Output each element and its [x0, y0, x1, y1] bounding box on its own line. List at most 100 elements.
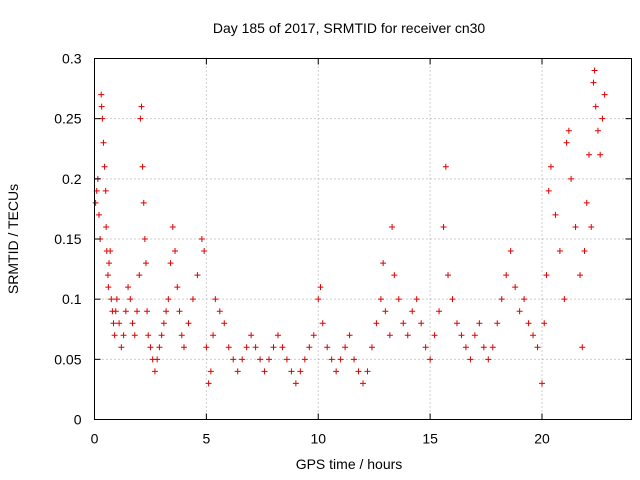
data-point	[516, 308, 523, 315]
data-point	[391, 272, 398, 279]
data-point	[101, 163, 108, 170]
data-point	[189, 296, 196, 303]
data-point	[498, 296, 505, 303]
data-point	[125, 284, 132, 291]
data-point	[266, 356, 273, 363]
data-point	[139, 163, 146, 170]
data-point	[203, 344, 210, 351]
x-tick-labels: 0 5 10 15 20	[91, 431, 550, 447]
data-point	[178, 332, 185, 339]
data-point	[373, 320, 380, 327]
y-tick-label: 0.25	[54, 111, 81, 127]
data-point	[169, 223, 176, 230]
data-point	[310, 332, 317, 339]
data-point	[539, 380, 545, 387]
data-point	[100, 139, 107, 146]
data-point	[541, 320, 548, 327]
data-point	[288, 368, 295, 375]
data-point	[449, 296, 456, 303]
data-point	[389, 223, 396, 230]
data-point	[485, 356, 492, 363]
x-tick-label: 0	[91, 431, 99, 447]
data-point	[512, 284, 519, 291]
data-point	[471, 332, 478, 339]
data-point	[581, 248, 588, 255]
data-point	[103, 223, 110, 230]
data-point	[579, 344, 586, 351]
data-point	[601, 91, 608, 98]
data-point	[494, 320, 501, 327]
data-point	[324, 344, 331, 351]
y-tick-label: 0.3	[62, 51, 82, 67]
data-point	[368, 344, 375, 351]
data-point	[507, 248, 514, 255]
data-point	[92, 199, 99, 206]
data-point	[476, 320, 483, 327]
data-point	[306, 344, 313, 351]
data-point	[364, 368, 371, 375]
data-point	[458, 332, 465, 339]
data-point	[234, 368, 241, 375]
data-point	[216, 308, 223, 315]
data-point	[108, 296, 115, 303]
y-tick-labels: 0 0.05 0.1 0.15 0.2 0.25 0.3	[54, 51, 81, 428]
data-point	[95, 211, 102, 218]
data-point	[572, 223, 579, 230]
data-point	[270, 344, 277, 351]
data-point	[545, 187, 552, 194]
data-point	[181, 344, 187, 351]
data-point	[127, 296, 134, 303]
data-point	[319, 320, 326, 327]
x-axis-label: GPS time / hours	[296, 456, 403, 472]
data-point	[137, 115, 144, 122]
data-point	[205, 380, 212, 387]
data-point	[317, 284, 324, 291]
data-point	[156, 344, 163, 351]
data-point	[98, 103, 105, 110]
data-point	[174, 284, 181, 291]
data-point	[292, 380, 299, 387]
data-point	[418, 320, 425, 327]
data-point	[221, 320, 228, 327]
data-point	[110, 320, 117, 327]
data-point	[547, 163, 554, 170]
data-point	[445, 272, 452, 279]
data-point	[160, 320, 167, 327]
data-point	[98, 91, 105, 98]
data-point	[342, 344, 349, 351]
x-tick-label: 10	[310, 431, 326, 447]
data-point	[140, 199, 147, 206]
chart-title: Day 185 of 2017, SRMTID for receiver cn3…	[213, 20, 486, 36]
data-point	[158, 332, 165, 339]
data-point	[346, 332, 353, 339]
y-tick-label: 0.1	[62, 291, 82, 307]
data-point	[377, 296, 384, 303]
data-point	[106, 260, 113, 267]
data-point	[230, 356, 237, 363]
data-points	[92, 67, 608, 387]
x-tick-label: 20	[534, 431, 550, 447]
data-point	[525, 320, 532, 327]
data-point	[588, 223, 595, 230]
data-point	[111, 332, 118, 339]
data-point	[279, 344, 286, 351]
data-point	[360, 380, 366, 387]
data-point	[583, 199, 590, 206]
data-point	[131, 332, 138, 339]
data-point	[167, 260, 174, 267]
data-point	[176, 308, 183, 315]
data-point	[597, 151, 604, 158]
data-point	[261, 368, 268, 375]
data-point	[413, 296, 420, 303]
data-point	[212, 296, 219, 303]
data-point	[395, 296, 402, 303]
data-point	[116, 320, 123, 327]
data-point	[590, 79, 597, 86]
data-point	[243, 344, 250, 351]
data-point	[382, 308, 389, 315]
grid-lines	[94, 58, 632, 420]
data-point	[563, 139, 570, 146]
data-point	[120, 332, 127, 339]
x-tick-label: 5	[202, 431, 210, 447]
